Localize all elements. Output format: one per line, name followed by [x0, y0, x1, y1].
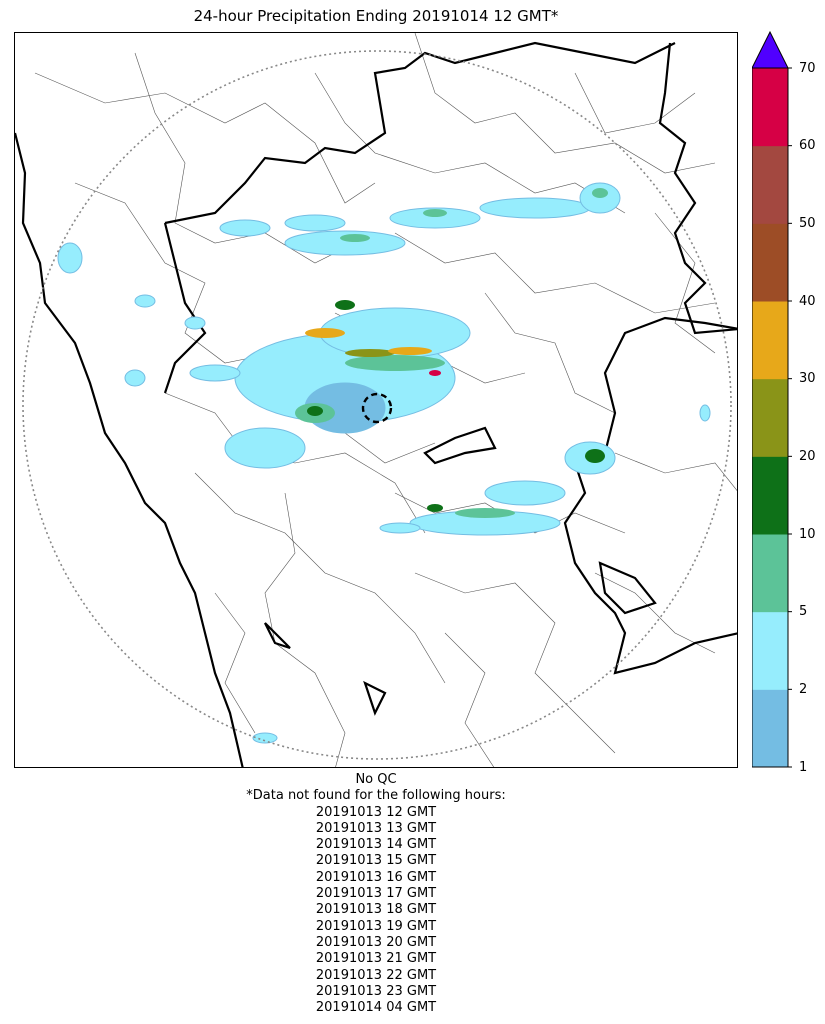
missing-hour: 20191013 13 GMT	[315, 820, 437, 836]
radar-range-ring	[22, 50, 732, 760]
precipitation-map	[14, 32, 738, 768]
colorbar-bin	[752, 68, 788, 147]
colorbar	[752, 30, 792, 768]
missing-data-note: *Data not found for the following hours:	[246, 788, 506, 804]
state-borders	[15, 41, 737, 767]
colorbar-tick-label: 5	[799, 604, 808, 620]
colorbar-tick-label: 10	[799, 526, 816, 542]
map-canvas	[15, 33, 737, 767]
colorbar-swatches	[752, 30, 789, 768]
missing-hour: 20191014 04 GMT	[315, 1000, 437, 1016]
missing-hour: 20191013 17 GMT	[315, 886, 437, 902]
colorbar-tick-label: 40	[799, 293, 816, 309]
missing-hour: 20191013 18 GMT	[315, 902, 437, 918]
colorbar-bin	[752, 689, 788, 768]
missing-hour: 20191013 15 GMT	[315, 853, 437, 869]
colorbar-bin	[752, 378, 788, 457]
colorbar-tick-label: 2	[799, 681, 808, 697]
map-title: 24-hour Precipitation Ending 20191014 12…	[193, 7, 559, 25]
colorbar-bin	[752, 223, 788, 302]
missing-hour: 20191013 20 GMT	[315, 934, 437, 950]
colorbar-extend-max	[752, 30, 789, 69]
colorbar-tick-label: 60	[799, 138, 816, 154]
colorbar-outline	[752, 67, 789, 768]
colorbar-bin	[752, 456, 788, 535]
colorbar-bin	[752, 145, 788, 224]
missing-hour: 20191013 21 GMT	[315, 951, 437, 967]
precipitation-field	[57, 182, 711, 744]
colorbar-bin	[752, 611, 788, 690]
colorbar-ticks	[788, 67, 792, 768]
footer-notes: No QC *Data not found for the following …	[14, 772, 738, 1016]
colorbar-bin	[752, 534, 788, 613]
missing-hour: 20191013 23 GMT	[315, 983, 437, 999]
missing-hour: 20191013 14 GMT	[315, 837, 437, 853]
colorbar-tick-label: 70	[799, 60, 816, 76]
missing-hour: 20191013 19 GMT	[315, 918, 437, 934]
missing-hour: 20191013 16 GMT	[315, 869, 437, 885]
colorbar-tick-label: 20	[799, 448, 816, 464]
qc-status: No QC	[355, 772, 397, 787]
colorbar-bin	[752, 301, 788, 380]
colorbar-tick-label: 30	[799, 371, 816, 387]
missing-hour: 20191013 22 GMT	[315, 967, 437, 983]
missing-hour: 20191013 12 GMT	[315, 804, 437, 820]
colorbar-tick-label: 50	[799, 215, 816, 231]
radar-site-marker	[361, 392, 393, 424]
colorbar-tick-label: 1	[799, 759, 808, 775]
